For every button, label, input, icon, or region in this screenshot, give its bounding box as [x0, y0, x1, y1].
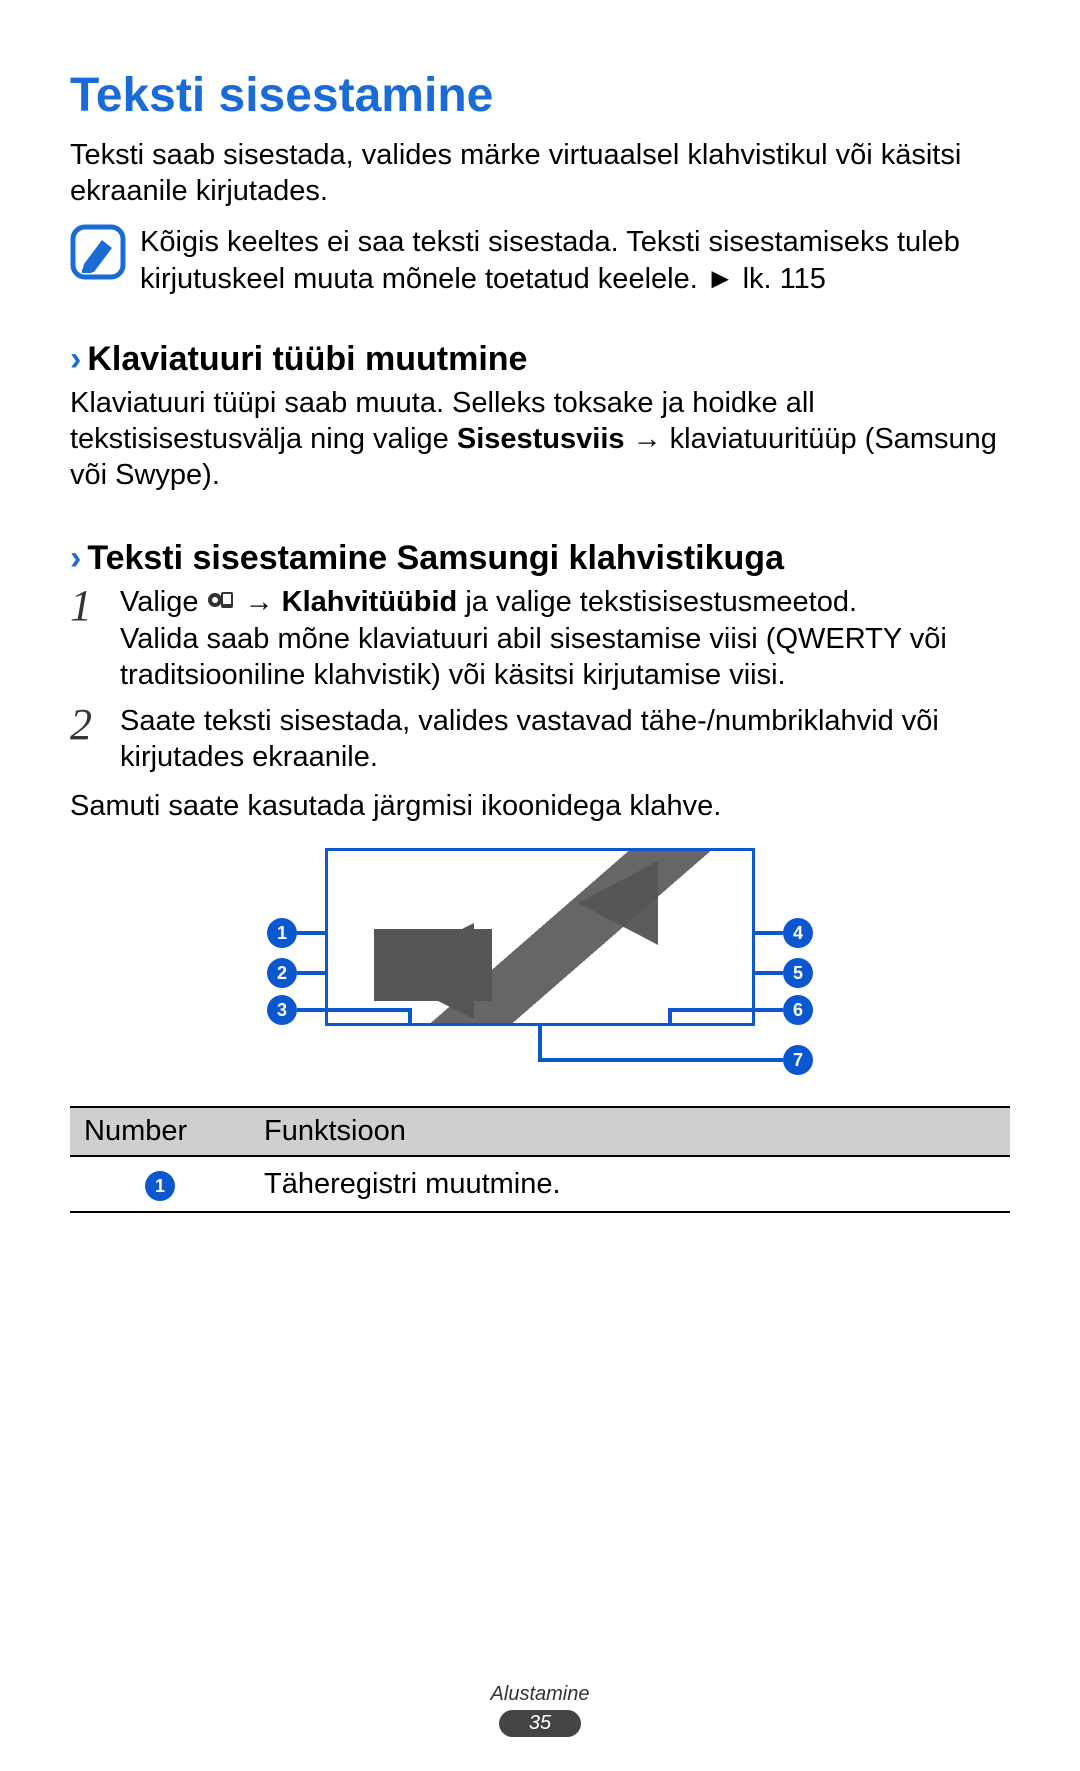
- step-1-p1-c: ja valige tekstisisestusmeetod.: [457, 586, 857, 618]
- step-1-text: Valige → Klahvitüübid ja valige tekstisi…: [120, 584, 1010, 693]
- step-1-p1-a: Valige: [120, 586, 207, 618]
- note-block: Kõigis keeltes ei saa teksti sisestada. …: [70, 224, 1010, 298]
- footer-page-number: 35: [499, 1710, 581, 1737]
- step-2: 2 Saate teksti sisestada, valides vastav…: [70, 703, 1010, 776]
- step-1: 1 Valige → Klahvitüübid ja valige teksti…: [70, 584, 1010, 693]
- gear-keyboard-icon: [207, 585, 237, 615]
- svg-text:4: 4: [793, 923, 803, 943]
- section-1-body-bold: Sisestusviis: [457, 423, 625, 455]
- ref-triangle-icon: ►: [706, 261, 735, 298]
- page-footer: Alustamine 35: [0, 1683, 1080, 1737]
- intro-text: Teksti saab sisestada, valides märke vir…: [70, 137, 1010, 210]
- svg-text:3: 3: [277, 1000, 287, 1020]
- step-2-text: Saate teksti sisestada, valides vastavad…: [120, 703, 1010, 776]
- footer-section-label: Alustamine: [0, 1683, 1080, 1706]
- step-1-p2: Valida saab mõne klaviatuuri abil sisest…: [120, 621, 1010, 694]
- section-1-title: Klaviatuuri tüübi muutmine: [87, 340, 527, 378]
- svg-text:5: 5: [793, 963, 803, 983]
- step-number: 1: [70, 584, 102, 693]
- section-1-heading: ›Klaviatuuri tüübi muutmine: [70, 340, 1010, 379]
- section-2-heading: ›Teksti sisestamine Samsungi klahvistiku…: [70, 539, 1010, 578]
- section-1-body: Klaviatuuri tüüpi saab muuta. Selleks to…: [70, 385, 1010, 494]
- note-text: Kõigis keeltes ei saa teksti sisestada. …: [140, 224, 1010, 298]
- table-row: 1 Täheregistri muutmine.: [70, 1156, 1010, 1213]
- table-header-function: Funktsioon: [250, 1107, 1010, 1156]
- step-1-bold: Klahvitüübid: [282, 586, 458, 618]
- table-cell-number: 1: [70, 1156, 250, 1213]
- page-title: Teksti sisestamine: [70, 68, 1010, 123]
- table-header-number: Number: [70, 1107, 250, 1156]
- svg-text:6: 6: [793, 1000, 803, 1020]
- svg-text:2: 2: [277, 963, 287, 983]
- svg-text:1: 1: [277, 923, 287, 943]
- section-2-title: Teksti sisestamine Samsungi klahvistikug…: [87, 539, 784, 577]
- note-text-1: Kõigis keeltes ei saa teksti sisestada. …: [140, 226, 960, 295]
- step-1-arrow: →: [245, 586, 282, 618]
- svg-text:7: 7: [793, 1050, 803, 1070]
- after-steps-text: Samuti saate kasutada järgmisi ikoonideg…: [70, 788, 1010, 824]
- keyboard-diagram: 1 2 3 4 5 6 7: [70, 848, 1010, 1080]
- note-text-2: lk. 115: [735, 263, 826, 295]
- heading-chevron-icon: ›: [70, 539, 87, 577]
- table-number-badge: 1: [145, 1171, 175, 1201]
- table-cell-function: Täheregistri muutmine.: [250, 1156, 1010, 1213]
- step-number: 2: [70, 703, 102, 776]
- function-table: Number Funktsioon 1 Täheregistri muutmin…: [70, 1106, 1010, 1214]
- heading-chevron-icon: ›: [70, 340, 87, 378]
- callouts-svg: 1 2 3 4 5 6 7: [210, 848, 870, 1080]
- note-icon: [70, 224, 126, 280]
